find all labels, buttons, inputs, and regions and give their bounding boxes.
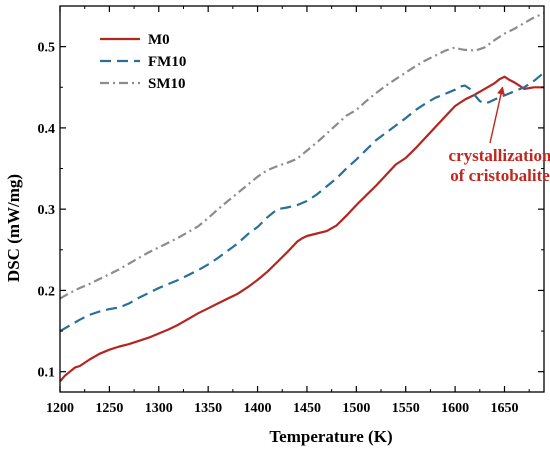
x-tick-label: 1450 xyxy=(293,401,321,416)
y-tick-label: 0.5 xyxy=(38,41,56,56)
series-line-m0 xyxy=(60,75,544,383)
x-tick-label: 1550 xyxy=(392,401,420,416)
x-tick-label: 1350 xyxy=(194,401,222,416)
y-tick-label: 0.2 xyxy=(38,284,56,299)
x-axis-title: Temperature (K) xyxy=(269,427,392,446)
legend: M0 FM10 SM10 xyxy=(100,32,186,92)
series-line-fm10 xyxy=(60,71,544,333)
legend-label-sm10: SM10 xyxy=(148,76,186,92)
y-axis-title: DSC (mW/mg) xyxy=(4,174,23,282)
annotation: crystallization of cristobalite xyxy=(449,86,550,185)
x-tick-label: 1200 xyxy=(46,401,74,416)
y-tick-label: 0.3 xyxy=(38,203,56,218)
legend-label-fm10: FM10 xyxy=(148,54,186,70)
y-tick-label: 0.1 xyxy=(38,366,56,381)
legend-label-m0: M0 xyxy=(148,32,170,48)
x-tick-label: 1500 xyxy=(342,401,370,416)
x-tick-label: 1250 xyxy=(95,401,123,416)
annotation-arrow xyxy=(489,86,505,144)
x-tick-label: 1650 xyxy=(490,401,518,416)
y-tick-label: 0.4 xyxy=(38,122,56,137)
axis-layer: 1200 1250 1300 1350 1400 1450 1500 1550 1600 1650… xyxy=(38,5,545,416)
plot-frame xyxy=(59,5,545,393)
series-layer xyxy=(60,12,544,383)
x-tick-label: 1300 xyxy=(145,401,173,416)
annotation-line-2: of cristobalite xyxy=(450,166,550,185)
annotation-line-1: crystallization xyxy=(449,146,550,165)
x-tick-label: 1400 xyxy=(244,401,272,416)
x-tick-label: 1600 xyxy=(441,401,469,416)
